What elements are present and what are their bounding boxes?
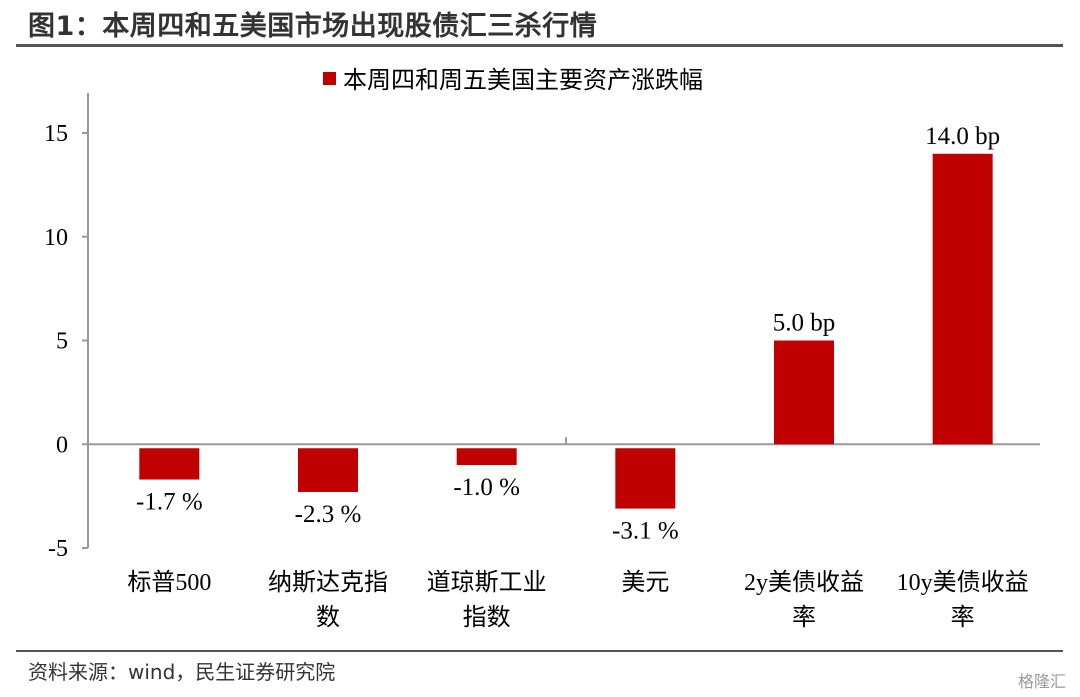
data-label-0: -1.7 % bbox=[136, 489, 203, 516]
footer-divider bbox=[16, 650, 1063, 652]
x-tick-label-3: 美元 bbox=[621, 569, 669, 596]
data-label-3: -3.1 % bbox=[612, 518, 679, 545]
bar-4 bbox=[774, 340, 834, 445]
y-tick-label: 10 bbox=[44, 225, 68, 251]
x-tick-label-2: 指数 bbox=[463, 604, 511, 631]
legend-swatch bbox=[323, 72, 336, 85]
x-axis bbox=[88, 437, 1040, 446]
bar-series bbox=[139, 153, 993, 509]
data-label-4: 5.0 bp bbox=[773, 310, 836, 337]
figure-title: 图1：本周四和五美国市场出现股债汇三杀行情 bbox=[28, 11, 598, 42]
data-label-1: -2.3 % bbox=[295, 501, 362, 528]
x-tick-label-1: 数 bbox=[316, 604, 340, 631]
x-tick-label-0: 标普500 bbox=[127, 569, 211, 596]
legend: 本周四和周五美国主要资产涨跌幅 bbox=[323, 67, 703, 94]
bar-1 bbox=[298, 448, 358, 492]
bar-3 bbox=[615, 448, 676, 509]
x-tick-label-2: 道琼斯工业 bbox=[427, 569, 547, 596]
y-tick-label: 5 bbox=[56, 329, 68, 355]
data-labels: -1.7 % -2.3 % -1.0 % -3.1 % 5.0 bp 14.0 bp bbox=[136, 123, 1000, 545]
y-axis: -5 0 5 10 15 bbox=[44, 93, 89, 562]
y-tick-label: 15 bbox=[44, 121, 68, 147]
bar-5 bbox=[932, 153, 993, 445]
bar-2 bbox=[456, 448, 517, 465]
data-label-2: -1.0 % bbox=[453, 474, 520, 501]
legend-label: 本周四和周五美国主要资产涨跌幅 bbox=[343, 67, 703, 94]
source-note: 资料来源：wind，民生证券研究院 bbox=[28, 660, 336, 684]
data-label-5: 14.0 bp bbox=[925, 123, 1000, 150]
title-divider bbox=[16, 44, 1063, 47]
x-tick-label-1: 纳斯达克指 bbox=[268, 569, 388, 596]
y-tick-label: -5 bbox=[48, 536, 68, 562]
x-tick-label-4: 率 bbox=[792, 604, 816, 631]
y-tick-label: 0 bbox=[56, 432, 68, 458]
x-tick-label-5: 10y美债收益 bbox=[897, 569, 1029, 596]
watermark: 格隆汇 bbox=[1017, 672, 1066, 691]
bar-0 bbox=[139, 448, 200, 480]
x-tick-label-4: 2y美债收益 bbox=[744, 569, 864, 596]
x-tick-label-5: 率 bbox=[951, 604, 975, 631]
